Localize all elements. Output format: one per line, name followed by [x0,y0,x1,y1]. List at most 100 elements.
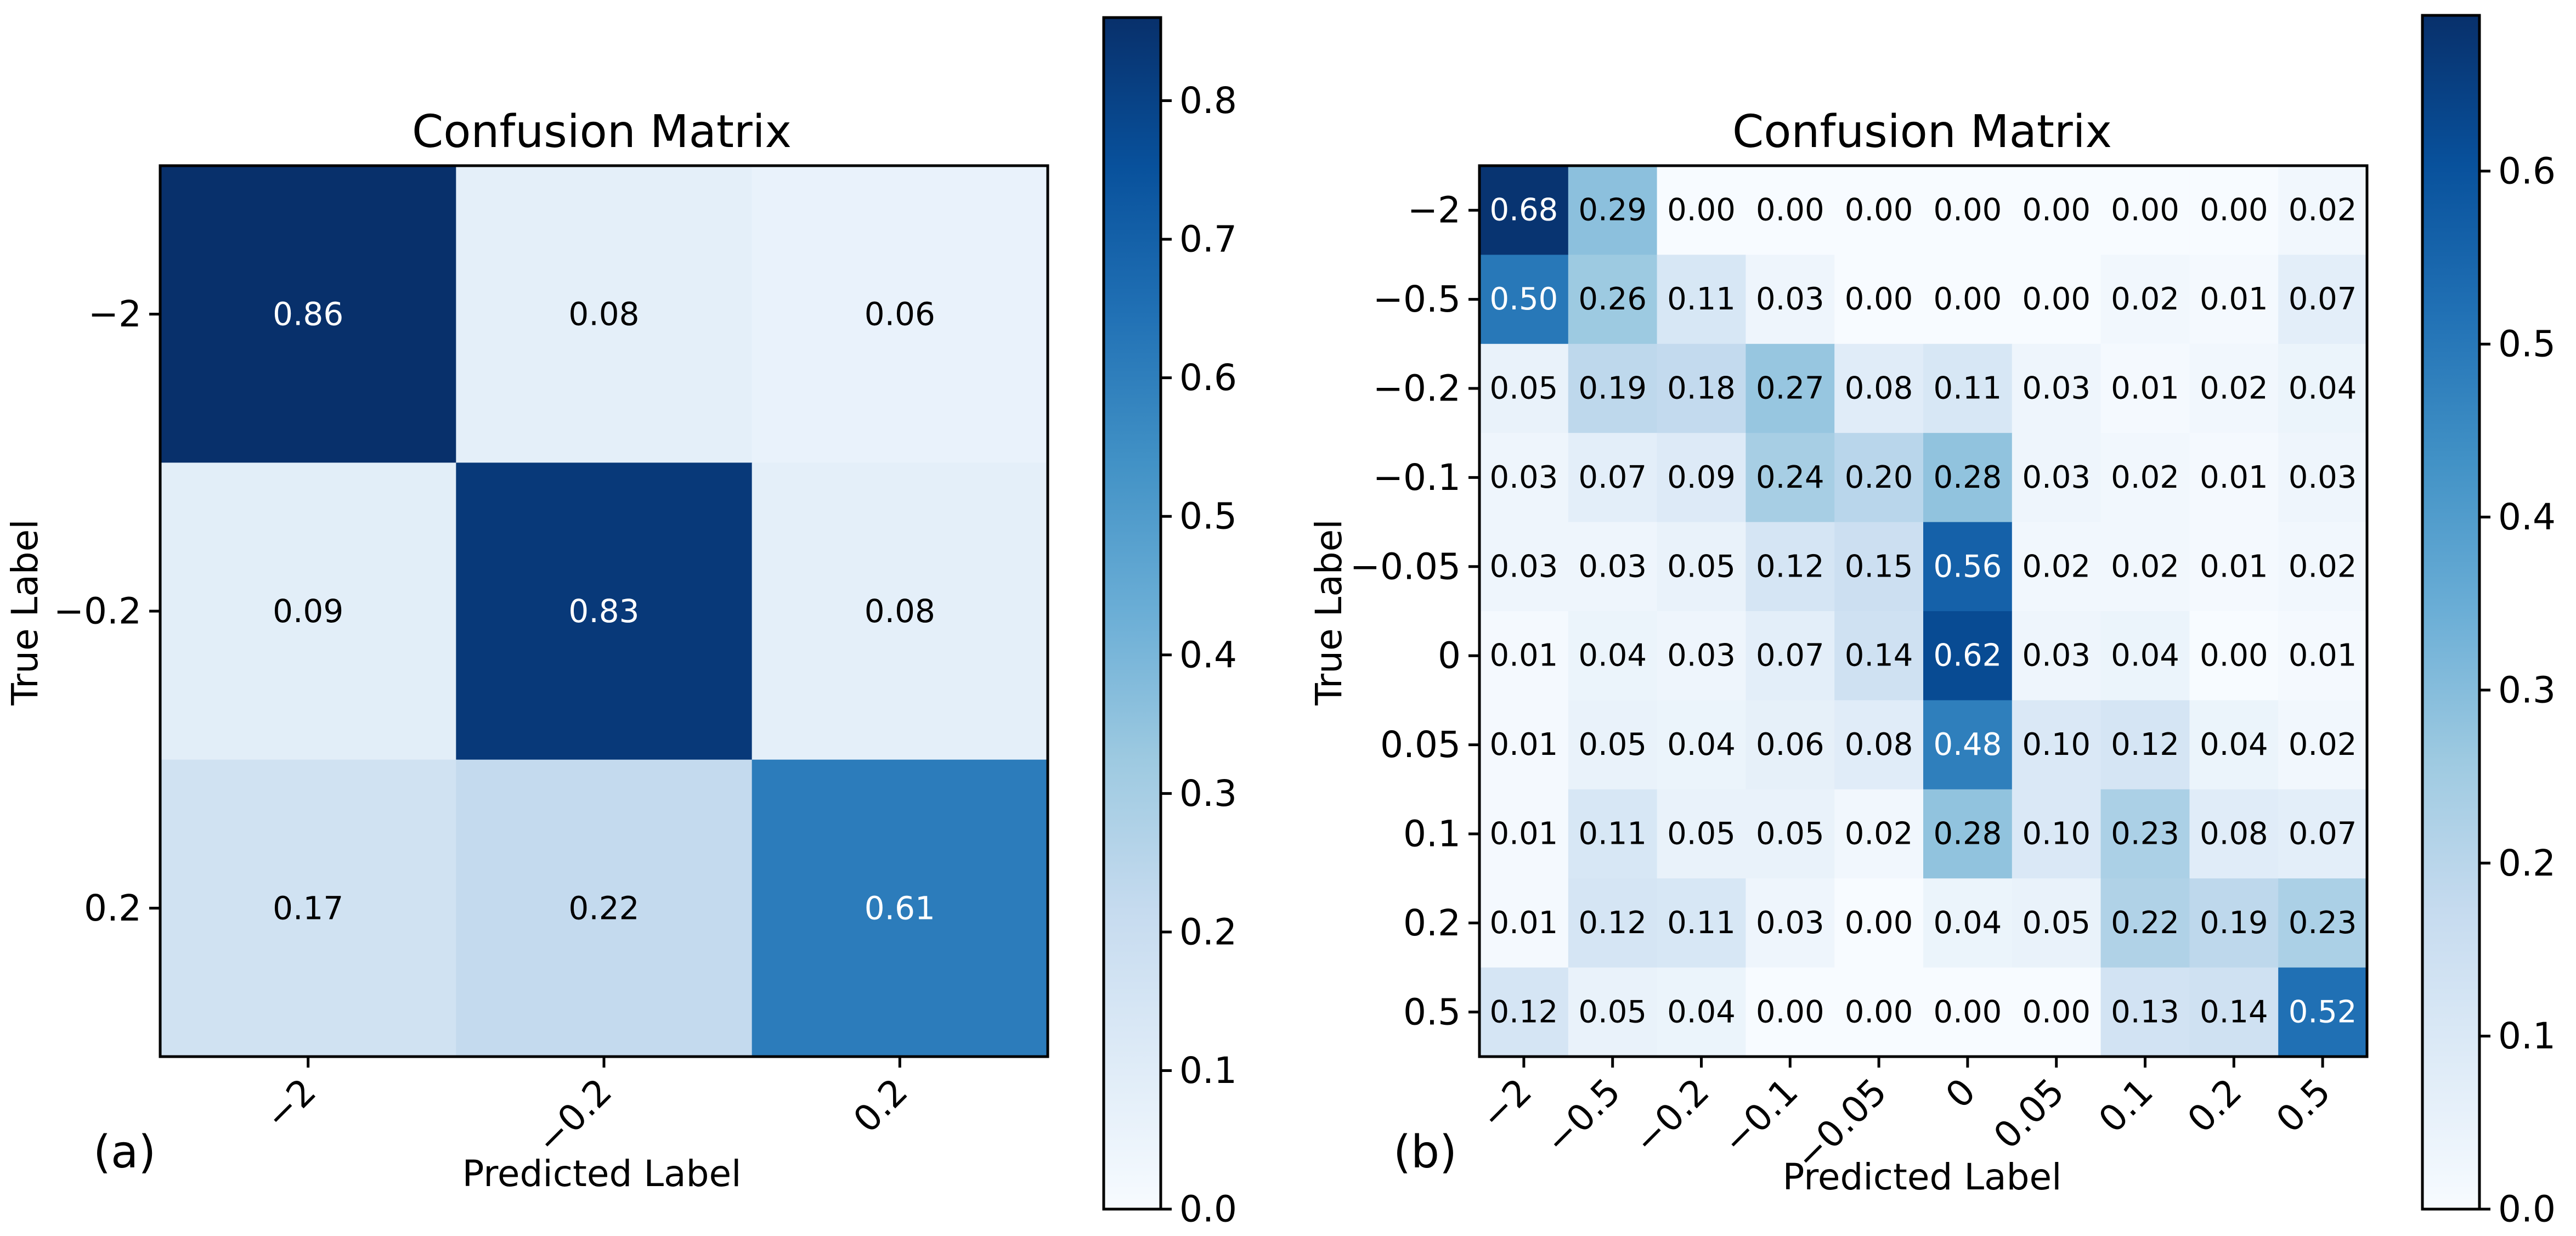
panel-a-colorbar-tick-label: 0.7 [1179,218,1237,261]
panel-a-colorbar-ticks: 0.0 0.1 0.2 0.3 0.4 0.5 0.6 0.7 0.8 [1161,80,1237,1231]
panel-b-cell [1657,166,1746,255]
panel-b-cell-label: 0.03 [1667,638,1736,674]
panel-b-cell-label: 0.68 [1490,193,1558,228]
panel-b-cell [1479,700,1569,790]
panel-b-cell-label: 0.05 [1667,549,1736,584]
panel-b-cell-label: 0.04 [2111,638,2179,674]
panel-b-cell [2278,522,2368,612]
panel-b-cell [1745,789,1835,879]
panel-b-cell [2278,611,2368,701]
panel-b-cell [1568,789,1658,879]
panel-a-colorbar [1102,16,1162,1211]
panel-b-cell [1568,166,1658,255]
panel-a-annotations: 0.86 0.08 0.06 0.09 0.83 0.08 0.17 0.22 0.61 [273,296,935,927]
panel-b-cell-label: 0.00 [2111,193,2179,228]
panel-b-cell [1657,611,1746,701]
panel-b-cell-label: 0.03 [2022,371,2091,407]
panel-b-cell [2100,967,2190,1057]
panel-b-cell-label: 0.00 [1934,994,2002,1030]
panel-b-cell-label: 0.48 [1934,727,2002,763]
panel-b-cell-label: 0.28 [1934,460,2002,495]
panel-b-cell-label: 0.23 [2111,816,2179,852]
panel-b-cell-label: 0.09 [1667,460,1736,495]
panel-b-y-tick-label: 0.2 [1403,902,1461,944]
panel-b-cell-label: 0.01 [2200,281,2268,317]
panel-b-cell-label: 0.03 [1756,905,1824,941]
panel-b-cell-label: 0.05 [1667,816,1736,852]
panel-a-cell [752,166,1048,463]
panel-b-colorbar-tick-label: 0.2 [2498,842,2556,884]
panel-b-y-tick-label: −0.2 [1373,368,1461,410]
panel-a-cell [752,462,1048,760]
panel-b-cell [2278,878,2368,968]
panel-b-cell-label: 0.07 [2289,281,2357,317]
panel-b-annotations: 0.68 0.29 0.00 0.00 0.00 0.00 0.00 0.00 0.00 0.02… [1490,193,2357,1030]
panel-b-cell-label: 0.07 [1578,460,1647,495]
panel-b-colorbar-tick-label: 0.1 [2498,1015,2556,1057]
panel-b-cell-label: 0.04 [1934,905,2002,941]
panel-b-cell-label: 0.11 [1934,371,2002,407]
panel-b-cell-label: 0.00 [1845,994,1913,1030]
panel-b-cell-label: 0.00 [1756,193,1824,228]
panel-b-cell [1479,878,1569,968]
panel-b-cell [1834,255,1924,345]
panel-a-y-tick-label: −0.2 [54,590,142,633]
panel-a-cell [456,462,753,760]
panel-b-cell-label: 0.20 [1845,460,1913,495]
panel-b-y-tick-label: −2 [1408,189,1461,232]
panel-b-cell [1657,967,1746,1057]
panel-b-cell [1834,789,1924,879]
panel-b-cell [1657,878,1746,968]
panel-b-cell-label: 0.05 [1490,371,1558,407]
panel-b-cell [1568,433,1658,523]
panel-b-cell-label: 0.01 [2200,460,2268,495]
panel-b-cell [1923,878,2013,968]
panel-b-colorbar-tick-label: 0.4 [2498,496,2556,538]
panel-b-cell-label: 0.18 [1667,371,1736,407]
panel-b-cell-label: 0.08 [1845,727,1913,763]
panel-a-cell [160,462,456,760]
panel-b-cell [1568,522,1658,612]
panel-b-cell [2100,433,2190,523]
panel-b-cell-label: 0.00 [1934,193,2002,228]
panel-b-cell-label: 0.02 [2289,727,2357,763]
panel-b-colorbar-tick-label: 0.0 [2498,1188,2556,1231]
panel-b-cell [1568,611,1658,701]
panel-b-cells [1479,166,2368,1057]
panel-b-cell [2278,166,2368,255]
panel-b-cell [1745,343,1835,433]
panel-b-cell [2012,700,2102,790]
panel-a-cell [456,166,753,463]
panel-b-cell-label: 0.02 [2111,549,2179,584]
panel-b-cell [1834,611,1924,701]
panel-a-cell-label: 0.08 [865,592,935,630]
panel-b-cell [2100,343,2190,433]
panel-a-cell-label: 0.61 [865,889,935,927]
panel-b-cell [1923,343,2013,433]
panel-a-colorbar-tick-label: 0.4 [1179,634,1237,676]
panel-b-y-tick-label: −0.5 [1373,278,1461,320]
panel-b-cell-label: 0.06 [1756,727,1824,763]
panel-b-cell-label: 0.50 [1490,281,1558,317]
panel-a-y-tick-label: 0.2 [84,887,142,929]
panel-b-cell [1568,255,1658,345]
panel-a-colorbar-tick-label: 0.0 [1179,1188,1237,1231]
panel-b-cell-label: 0.14 [2200,994,2268,1030]
panel-b-cell [1568,878,1658,968]
panel-b-cell [1923,611,2013,701]
panel-a-cell [456,759,753,1057]
panel-b-cell [1479,343,1569,433]
panel-b-cell [1657,522,1746,612]
panel-b-cell [1479,433,1569,523]
panel-b-cell-label: 0.03 [1490,549,1558,584]
panel-a-title: Confusion Matrix [412,106,792,158]
panel-b-cell [1745,433,1835,523]
panel-b-cell [1745,255,1835,345]
panel-a-colorbar-tick-label: 0.2 [1179,911,1237,953]
panel-b-cell [1657,700,1746,790]
panel-b-cell [1745,166,1835,255]
panel-b-cell-label: 0.19 [2200,905,2268,941]
panel-b-colorbar-tick-label: 0.3 [2498,669,2556,711]
panel-b-cell-label: 0.23 [2289,905,2357,941]
panel-b-cell-label: 0.12 [1578,905,1647,941]
